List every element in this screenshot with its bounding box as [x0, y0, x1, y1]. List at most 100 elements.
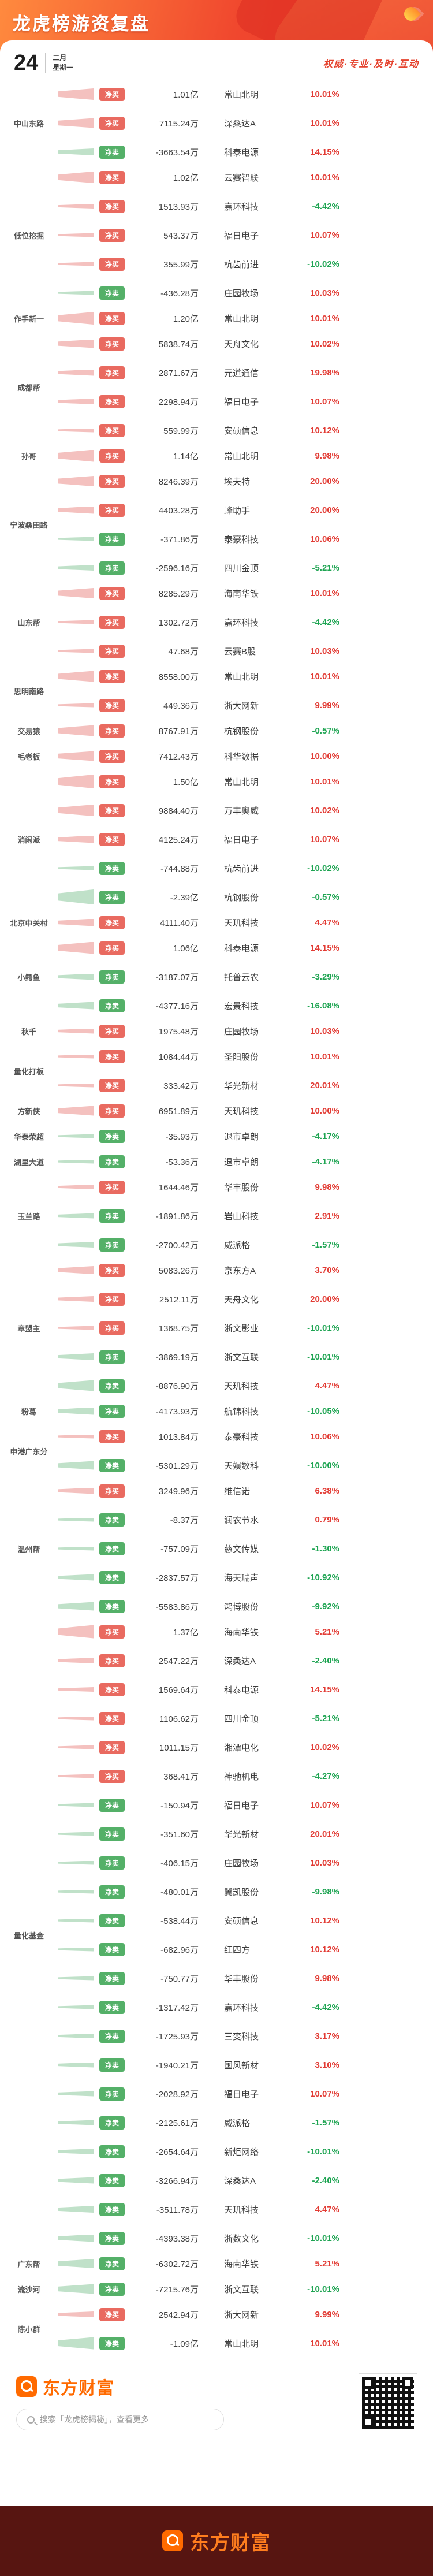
amount: 1975.48万: [158, 1026, 199, 1037]
amount: 1013.84万: [158, 1432, 199, 1442]
stock-name: 浙文影业: [224, 1323, 259, 1334]
list-item: 净买 3249.96万 维信诺 6.38%: [58, 1481, 385, 1501]
amount: -757.09万: [160, 1544, 199, 1554]
flow-ribbon: [58, 1574, 94, 1581]
pct-change: -10.01%: [307, 1352, 339, 1362]
flow-ribbon: [58, 620, 94, 624]
trader-group: 宁波桑田路 净买 8246.39万 埃夫特 20.00% 净买 4403.28万 蜂助手 20.…: [0, 471, 433, 578]
list-item: 净卖 -757.09万 慈文传媒 -1.30%: [58, 1539, 385, 1558]
amount: -744.88万: [160, 863, 199, 874]
amount: -480.01万: [160, 1887, 199, 1897]
net-buy-badge: 净买: [99, 170, 125, 184]
list-item: 净卖 -750.77万 华丰股份 9.98%: [58, 1968, 385, 1988]
eastmoney-logo-icon: [162, 2530, 183, 2551]
pct-change: 9.98%: [315, 1973, 339, 1983]
pct-change: -4.42%: [312, 2002, 339, 2012]
net-buy-badge: 净买: [99, 941, 125, 955]
amount: -2028.92万: [155, 2089, 199, 2099]
flow-ribbon: [58, 2284, 94, 2294]
trader-name: 湖里大道: [13, 1157, 44, 1167]
bottom-brand: 东方财富: [190, 2532, 271, 2554]
trader-rows: 净卖 -7215.76万 浙文互联 -10.01%: [58, 2279, 433, 2299]
net-sell-badge: 净卖: [99, 1238, 125, 1252]
stock-name: 常山北明: [224, 451, 259, 461]
stock-name: 福日电子: [224, 230, 259, 241]
list-item: 净买 449.36万 浙大网新 9.99%: [58, 695, 385, 715]
trader-name: 毛老板: [17, 752, 40, 761]
stock-name: 维信诺: [224, 1486, 251, 1497]
net-sell-badge: 净卖: [99, 1599, 125, 1613]
pct-change: 2.91%: [315, 1211, 339, 1221]
stock-name: 海南华铁: [224, 589, 259, 599]
amount: 1302.72万: [158, 617, 199, 628]
flow-ribbon: [58, 291, 94, 295]
flow-ribbon: [58, 428, 94, 433]
flow-ribbon: [58, 1266, 94, 1274]
net-buy-badge: 净买: [99, 449, 125, 463]
flow-ribbon: [58, 588, 94, 598]
stock-name: 常山北明: [224, 314, 259, 324]
pct-change: 10.01%: [310, 313, 339, 323]
flow-list: 中山东路 净买 1.01亿 常山北明 10.01% 净买 7115.24万 深桑达A 10.01…: [0, 80, 433, 2353]
list-item: 净买 6951.89万 天玑科技 10.00%: [58, 1101, 385, 1121]
list-item: 净买 1644.46万 华丰股份 9.98%: [58, 1177, 385, 1197]
stock-name: 杭齿前进: [224, 863, 259, 874]
flow-ribbon: [58, 1105, 94, 1116]
amount: 1011.15万: [159, 1743, 199, 1753]
stock-name: 嘉环科技: [224, 617, 259, 628]
amount: -4173.93万: [155, 1406, 199, 1417]
net-buy-badge: 净买: [99, 503, 125, 517]
amount: 8767.91万: [158, 726, 199, 736]
stock-name: 科泰电源: [224, 943, 259, 954]
stock-name: 华光新材: [224, 1081, 259, 1091]
amount: 543.37万: [163, 230, 199, 241]
pct-change: -10.05%: [307, 1406, 339, 1416]
pct-change: 9.98%: [315, 1182, 339, 1192]
trader-name: 方新侠: [17, 1107, 40, 1116]
trader-name: 宁波桑田路: [10, 520, 48, 530]
list-item: 净卖 -1317.42万 嘉环科技 -4.42%: [58, 1997, 385, 2017]
trader-group: 粉葛 净卖 -4173.93万 航锦科技 -10.05%: [0, 1401, 433, 1421]
pct-change: 10.02%: [310, 338, 339, 349]
stock-name: 嘉环科技: [224, 2002, 259, 2013]
pct-change: 10.01%: [310, 776, 339, 787]
pct-change: 10.03%: [310, 646, 339, 656]
net-sell-badge: 净卖: [99, 561, 125, 575]
trader-name: 温州帮: [17, 1544, 40, 1554]
list-item: 净卖 -3869.19万 浙文互联 -10.01%: [58, 1347, 385, 1367]
stock-name: 天舟文化: [224, 1294, 259, 1305]
amount: -3663.54万: [155, 147, 199, 158]
net-buy-badge: 净买: [99, 1024, 125, 1038]
amount: 2871.67万: [158, 368, 199, 378]
brand-row: 东方财富: [16, 2374, 224, 2399]
pct-change: -4.42%: [312, 617, 339, 627]
net-buy-badge: 净买: [99, 1104, 125, 1118]
net-sell-badge: 净卖: [99, 1856, 125, 1870]
net-sell-badge: 净卖: [99, 2029, 125, 2043]
list-item: 净买 2512.11万 天舟文化 20.00%: [58, 1289, 385, 1309]
amount: -436.28万: [160, 288, 199, 299]
net-buy-badge: 净买: [99, 337, 125, 351]
net-buy-badge: 净买: [99, 803, 125, 817]
list-item: 净买 4125.24万 福日电子 10.07%: [58, 829, 385, 849]
pct-change: 3.70%: [315, 1265, 339, 1275]
flow-ribbon: [58, 537, 94, 541]
list-item: 净买 4111.40万 天玑科技 4.47%: [58, 913, 385, 932]
trader-group: 玉兰路 净买 1644.46万 华丰股份 9.98% 净卖 -1891.86万 岩山科技 2.9…: [0, 1177, 433, 1255]
stock-name: 福日电子: [224, 2089, 259, 2099]
search-pill[interactable]: 搜索「龙虎榜揭秘」，查看更多: [16, 2409, 224, 2430]
trader-group: 量化基金 净买 1.37亿 海南华铁 5.21% 净买 2547.22万 深桑达A -2.40%…: [0, 1622, 433, 2248]
amount: 5083.26万: [158, 1265, 199, 1276]
net-sell-badge: 净卖: [99, 2145, 125, 2158]
flow-ribbon: [58, 2177, 94, 2184]
amount: 4403.28万: [158, 505, 199, 516]
pct-change: 10.03%: [310, 288, 339, 298]
stock-name: 安硕信息: [224, 426, 259, 436]
amount: 1.02亿: [173, 173, 199, 183]
trader-rows: 净买 2542.94万 浙大网新 9.99% 净卖 -1.09亿 常山北明 10.01%: [58, 2305, 433, 2353]
flow-ribbon: [58, 339, 94, 348]
pct-change: -5.21%: [312, 563, 339, 573]
trader-group: 消闲派 净买 1.50亿 常山北明 10.01% 净买 9884.40万 万丰奥威 10.02%…: [0, 772, 433, 907]
amount: 9884.40万: [158, 806, 199, 816]
amount: 5838.74万: [158, 339, 199, 349]
